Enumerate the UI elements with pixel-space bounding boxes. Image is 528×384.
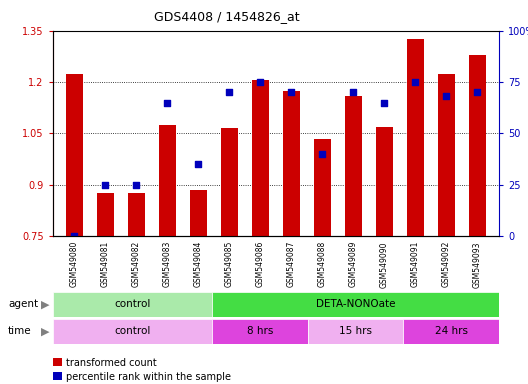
Point — [380, 99, 389, 106]
Text: agent: agent — [8, 299, 38, 310]
Text: 8 hrs: 8 hrs — [247, 326, 273, 336]
Bar — [345, 96, 362, 236]
Text: transformed count: transformed count — [66, 358, 157, 368]
Bar — [308, 319, 403, 344]
Bar — [97, 194, 114, 236]
Point — [349, 89, 357, 95]
Text: control: control — [114, 299, 150, 310]
Point — [473, 89, 482, 95]
Bar — [212, 292, 499, 317]
Text: percentile rank within the sample: percentile rank within the sample — [66, 372, 231, 382]
Bar — [128, 194, 145, 236]
Text: ▶: ▶ — [41, 326, 50, 336]
Text: control: control — [114, 326, 150, 336]
Bar — [252, 80, 269, 236]
Bar — [53, 292, 212, 317]
Text: DETA-NONOate: DETA-NONOate — [316, 299, 395, 310]
Text: 15 hrs: 15 hrs — [339, 326, 372, 336]
Bar — [438, 73, 455, 236]
Point — [132, 182, 140, 188]
Point — [411, 79, 420, 85]
Bar — [221, 128, 238, 236]
Point — [287, 89, 296, 95]
Bar — [407, 39, 424, 236]
Bar — [283, 91, 300, 236]
Bar — [66, 73, 83, 236]
Text: GDS4408 / 1454826_at: GDS4408 / 1454826_at — [154, 10, 300, 23]
Point — [163, 99, 172, 106]
Bar — [212, 319, 308, 344]
Point — [101, 182, 110, 188]
Point — [194, 161, 203, 167]
Text: 24 hrs: 24 hrs — [435, 326, 468, 336]
Text: time: time — [8, 326, 32, 336]
Bar — [159, 125, 176, 236]
Bar — [190, 190, 207, 236]
Point — [256, 79, 265, 85]
Bar — [314, 139, 331, 236]
Bar — [53, 319, 212, 344]
Bar — [376, 127, 393, 236]
Point — [318, 151, 327, 157]
Bar — [469, 55, 486, 236]
Text: ▶: ▶ — [41, 299, 50, 310]
Point — [225, 89, 233, 95]
Point — [442, 93, 450, 99]
Point — [70, 233, 79, 239]
Bar — [403, 319, 499, 344]
